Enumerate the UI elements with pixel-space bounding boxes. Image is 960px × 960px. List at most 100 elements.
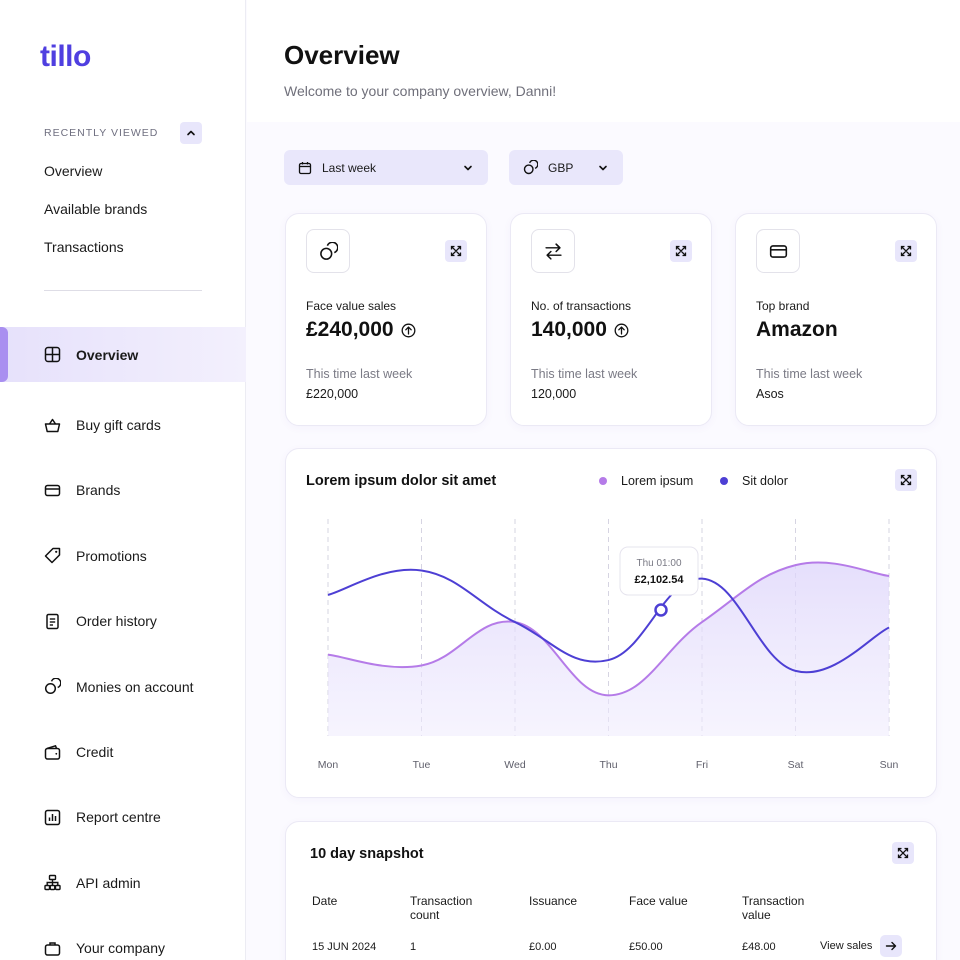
- stat-value-text: Amazon: [756, 318, 838, 341]
- view-sales-button[interactable]: [880, 935, 903, 957]
- main-nav: Overview Buy gift cards Brands Promotion…: [0, 327, 246, 960]
- chevron-down-icon: [464, 165, 472, 170]
- period-select[interactable]: Last week: [284, 150, 488, 185]
- stat-previous-value: Asos: [756, 387, 784, 401]
- line-chart: Mon Tue Wed Thu Fri Sat Sun Thu 01:00 £2,102.5…: [318, 519, 899, 771]
- x-tick-label: Tue: [413, 759, 431, 771]
- nav-label: Report centre: [76, 809, 161, 826]
- stat-value: Amazon: [756, 318, 838, 342]
- legend-item: Sit dolor: [720, 474, 788, 488]
- view-sales-link[interactable]: View sales: [820, 935, 903, 957]
- card-icon: [44, 484, 61, 497]
- cell-issuance: £0.00: [529, 941, 557, 953]
- chevron-down-icon: [599, 165, 607, 170]
- stat-previous-value: £220,000: [306, 387, 359, 401]
- nav-item-order-history[interactable]: Order history: [0, 589, 246, 654]
- svg-text:tillo: tillo: [40, 40, 91, 70]
- recently-viewed-label: RECENTLY VIEWED: [44, 127, 159, 139]
- expand-button[interactable]: [892, 842, 914, 864]
- nav-item-overview[interactable]: Overview: [0, 327, 246, 382]
- stat-icon-box: [531, 229, 575, 273]
- expand-button[interactable]: [670, 240, 692, 262]
- tooltip-marker[interactable]: [654, 603, 668, 617]
- currency-value: GBP: [548, 160, 574, 175]
- tooltip-label: Thu 01:00: [636, 558, 681, 569]
- nav-item-credit[interactable]: Credit: [0, 719, 246, 784]
- nav-item-buy-gift-cards[interactable]: Buy gift cards: [0, 392, 246, 457]
- wallet-icon: [44, 744, 61, 760]
- snapshot-card: 10 day snapshot Date Transaction count I…: [285, 821, 937, 960]
- coins-icon: [523, 160, 538, 175]
- nav-label: Monies on account: [76, 678, 194, 695]
- chart-card: Lorem ipsum dolor sit amet Lorem ipsum S…: [285, 448, 937, 798]
- stat-label: Face value sales: [306, 299, 397, 313]
- arrow-right-icon: [886, 941, 897, 951]
- expand-icon: [900, 474, 912, 486]
- sidebar: tillo RECENTLY VIEWED Overview Available…: [0, 0, 246, 960]
- nav-item-promotions[interactable]: Promotions: [0, 523, 246, 588]
- card-icon: [769, 244, 787, 258]
- stat-value-text: 140,000: [531, 318, 607, 341]
- series-area: [328, 562, 889, 736]
- stat-value: 140,000: [531, 318, 629, 342]
- nav-item-report-centre[interactable]: Report centre: [0, 785, 246, 850]
- expand-button[interactable]: [895, 240, 917, 262]
- legend-label: Sit dolor: [742, 474, 788, 488]
- column-header-issuance: Issuance: [529, 894, 578, 908]
- nav-label: Your company: [76, 940, 165, 957]
- column-header-date: Date: [312, 894, 338, 908]
- cell-transaction-value: £48.00: [742, 941, 776, 953]
- x-tick-label: Mon: [318, 759, 339, 771]
- recent-item-available-brands[interactable]: Available brands: [44, 201, 148, 217]
- tooltip-value: £2,102.54: [635, 574, 685, 586]
- column-header-face-value: Face value: [629, 894, 688, 908]
- snapshot-title: 10 day snapshot: [310, 846, 424, 862]
- tillo-logo[interactable]: tillo: [40, 40, 98, 75]
- x-tick-label: Wed: [504, 759, 526, 771]
- expand-icon: [450, 245, 462, 257]
- expand-button[interactable]: [445, 240, 467, 262]
- stat-comparison-label: This time last week: [531, 367, 638, 381]
- page-title: Overview: [284, 40, 400, 70]
- coins-icon: [319, 241, 338, 260]
- nav-item-brands[interactable]: Brands: [0, 458, 246, 523]
- chart-title: Lorem ipsum dolor sit amet: [306, 473, 497, 489]
- arrow-up-circle-icon: [401, 323, 416, 337]
- series-line: [327, 568, 890, 674]
- collapse-recent-button[interactable]: [180, 122, 202, 144]
- arrow-up-circle-icon: [614, 323, 629, 337]
- x-tick-label: Fri: [696, 759, 708, 771]
- stat-icon-box: [756, 229, 800, 273]
- chart-tooltip: Thu 01:00 £2,102.54: [619, 546, 699, 617]
- calendar-icon: [298, 161, 312, 174]
- recent-item-transactions[interactable]: Transactions: [44, 239, 124, 255]
- nav-label: Buy gift cards: [76, 417, 161, 434]
- nav-item-api-admin[interactable]: API admin: [0, 850, 246, 915]
- legend-swatch: [599, 477, 607, 485]
- stat-icon-box: [306, 229, 350, 273]
- recent-item-overview[interactable]: Overview: [44, 163, 103, 179]
- stat-value-text: £240,000: [306, 318, 394, 341]
- period-value: Last week: [322, 160, 377, 175]
- expand-icon: [675, 245, 687, 257]
- legend-label: Lorem ipsum: [621, 474, 694, 488]
- nav-label: Credit: [76, 744, 114, 761]
- nav-item-your-company[interactable]: Your company: [0, 916, 246, 960]
- welcome-message: Welcome to your company overview, Danni!: [284, 83, 557, 99]
- stat-value: £240,000: [306, 318, 416, 342]
- currency-select[interactable]: GBP: [509, 150, 623, 185]
- nav-label: Overview: [76, 346, 139, 363]
- cell-face-value: £50.00: [629, 941, 663, 953]
- view-sales-label: View sales: [820, 940, 873, 952]
- stat-comparison-label: This time last week: [306, 367, 413, 381]
- series-line: [327, 561, 890, 697]
- sidebar-divider: [44, 290, 202, 291]
- cell-date: 15 JUN 2024: [312, 941, 377, 953]
- nav-item-monies-on-account[interactable]: Monies on account: [0, 654, 246, 719]
- page-header: Overview Welcome to your company overvie…: [247, 0, 960, 122]
- expand-button[interactable]: [895, 469, 917, 491]
- x-tick-label: Sun: [880, 759, 899, 771]
- tag-icon: [44, 548, 61, 564]
- report-icon: [44, 809, 61, 826]
- nav-label: API admin: [76, 874, 141, 891]
